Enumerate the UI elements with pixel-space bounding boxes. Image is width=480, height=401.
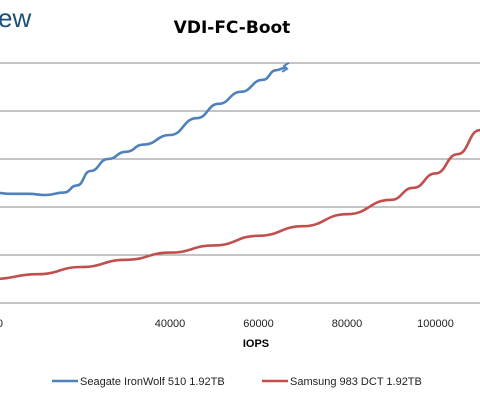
- x-axis-title: IOPS: [243, 338, 269, 350]
- legend-label: Samsung 983 DCT 1.92TB: [290, 376, 422, 388]
- series-line-1: [0, 66, 286, 197]
- x-tick-label-zero: 0: [0, 318, 3, 330]
- legend-label: Seagate IronWolf 510 1.92TB: [80, 376, 225, 388]
- x-axis-ticks: 40000 60000 80000 100000 0: [0, 318, 454, 330]
- x-tick-label: 40000: [155, 318, 186, 330]
- gridlines: [0, 62, 480, 304]
- legend: Seagate IronWolf 510 1.92TB Samsung 983 D…: [52, 376, 422, 388]
- x-tick-label: 60000: [243, 318, 274, 330]
- series-line-2: [0, 128, 480, 281]
- x-tick-label: 100000: [417, 318, 454, 330]
- series-lines: [0, 61, 480, 281]
- x-tick-label: 80000: [332, 318, 363, 330]
- series-line-1-tail: [281, 61, 290, 73]
- watermark-logo-text: ew: [0, 3, 31, 33]
- chart-title: VDI-FC-Boot: [174, 18, 291, 38]
